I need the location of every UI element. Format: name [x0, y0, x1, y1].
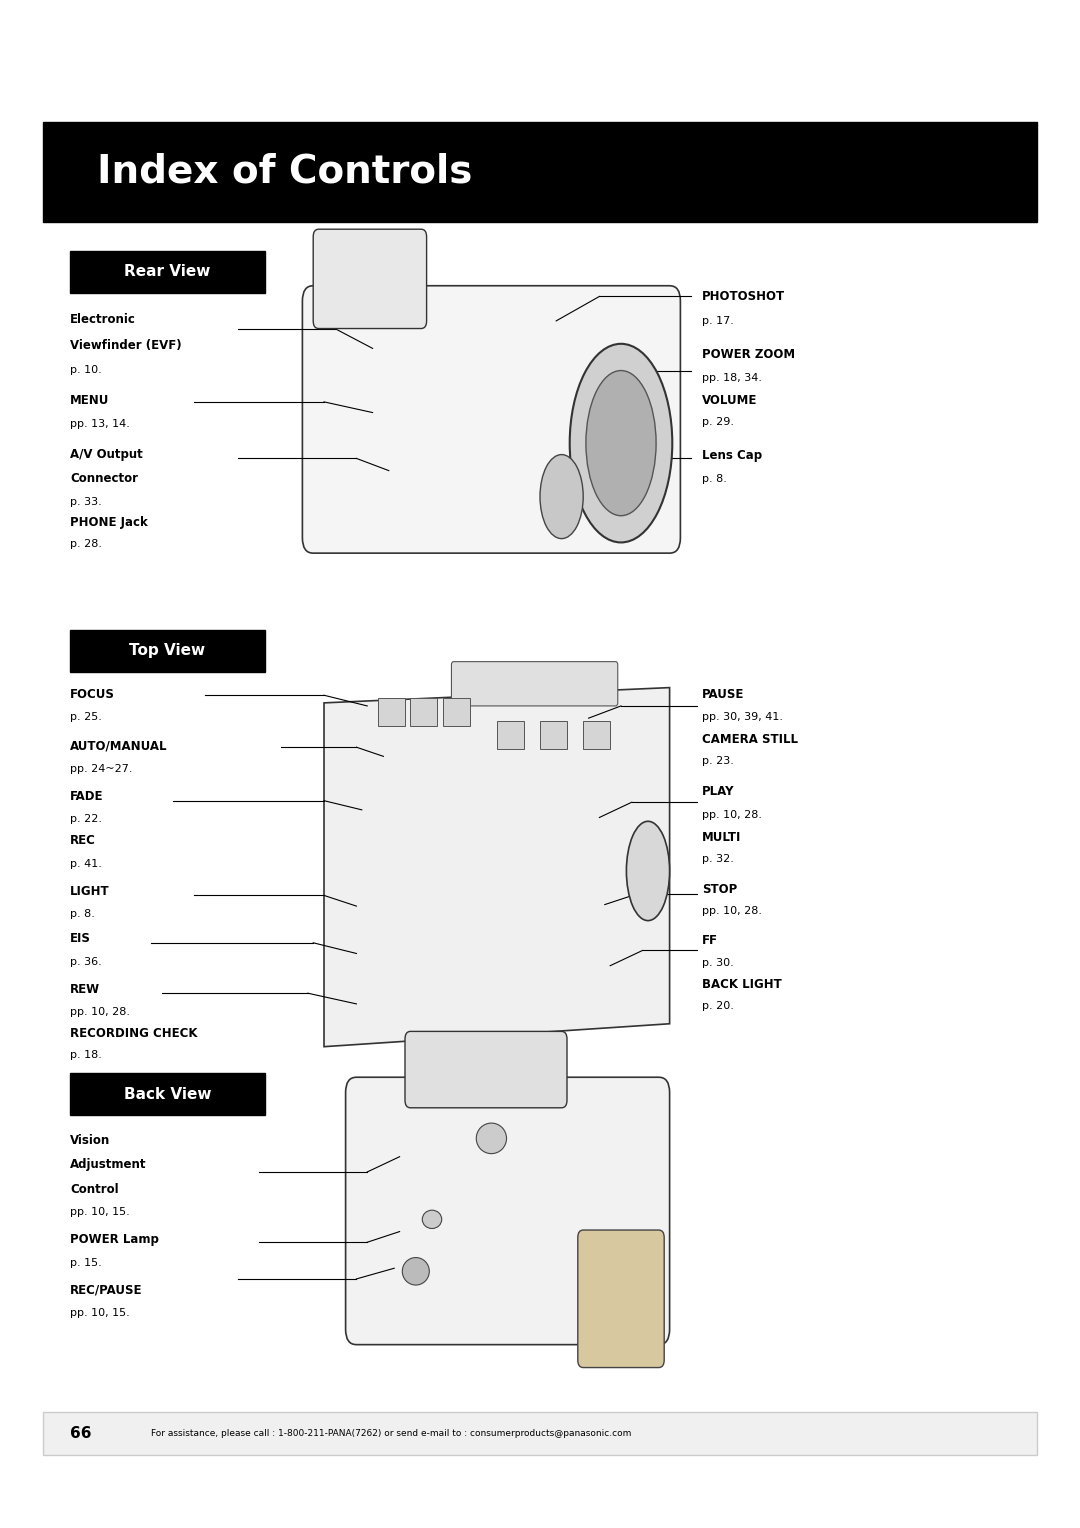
Text: p. 8.: p. 8. [70, 909, 95, 920]
Text: p. 30.: p. 30. [702, 958, 733, 969]
Bar [378, 698, 405, 726]
Text: REC: REC [70, 834, 96, 848]
Text: Control: Control [70, 1183, 119, 1196]
Text: Viewfinder (EVF): Viewfinder (EVF) [70, 339, 181, 353]
Text: Index of Controls: Index of Controls [97, 153, 473, 191]
Text: Adjustment: Adjustment [70, 1158, 147, 1172]
FancyBboxPatch shape [346, 1077, 670, 1345]
Text: pp. 30, 39, 41.: pp. 30, 39, 41. [702, 712, 783, 723]
Text: p. 33.: p. 33. [70, 497, 102, 507]
Text: pp. 13, 14.: pp. 13, 14. [70, 419, 130, 429]
Text: Top View: Top View [130, 643, 205, 659]
Ellipse shape [422, 1210, 442, 1229]
Text: BACK LIGHT: BACK LIGHT [702, 978, 782, 992]
Text: REW: REW [70, 983, 100, 996]
Text: p. 18.: p. 18. [70, 1050, 103, 1060]
Text: For assistance, please call : 1-800-211-PANA(7262) or send e-mail to : consumerp: For assistance, please call : 1-800-211-… [151, 1429, 632, 1438]
Text: p. 10.: p. 10. [70, 365, 102, 376]
Text: AUTO/MANUAL: AUTO/MANUAL [70, 740, 167, 753]
Text: pp. 10, 28.: pp. 10, 28. [70, 1007, 131, 1018]
Text: p. 36.: p. 36. [70, 957, 102, 967]
Bar [70, 630, 265, 672]
Text: pp. 10, 28.: pp. 10, 28. [702, 906, 762, 917]
Bar [70, 1073, 265, 1115]
Text: MULTI: MULTI [702, 831, 741, 845]
Text: POWER ZOOM: POWER ZOOM [702, 348, 795, 362]
FancyBboxPatch shape [451, 662, 618, 706]
Bar [497, 721, 524, 749]
Text: p. 8.: p. 8. [702, 474, 727, 484]
Bar [43, 122, 1037, 222]
FancyBboxPatch shape [313, 229, 427, 329]
Text: LIGHT: LIGHT [70, 885, 110, 898]
Text: pp. 10, 15.: pp. 10, 15. [70, 1207, 130, 1218]
Text: pp. 10, 28.: pp. 10, 28. [702, 810, 762, 821]
Bar [540, 721, 567, 749]
Ellipse shape [402, 1258, 430, 1285]
Ellipse shape [626, 822, 670, 920]
Text: FADE: FADE [70, 790, 104, 804]
Text: PHOTOSHOT: PHOTOSHOT [702, 290, 785, 304]
Text: p. 32.: p. 32. [702, 854, 734, 865]
Text: Rear View: Rear View [124, 264, 211, 280]
Ellipse shape [585, 371, 657, 516]
Text: FF: FF [702, 934, 718, 947]
Text: PLAY: PLAY [702, 785, 734, 799]
Bar [583, 721, 610, 749]
Text: VOLUME: VOLUME [702, 394, 757, 408]
Text: p. 28.: p. 28. [70, 539, 103, 550]
Text: p. 41.: p. 41. [70, 859, 103, 869]
Text: EIS: EIS [70, 932, 91, 946]
Text: p. 25.: p. 25. [70, 712, 103, 723]
Ellipse shape [570, 344, 672, 542]
Text: pp. 24~27.: pp. 24~27. [70, 764, 133, 775]
Text: STOP: STOP [702, 883, 738, 897]
Text: Back View: Back View [123, 1086, 212, 1102]
FancyBboxPatch shape [302, 286, 680, 553]
Bar [410, 698, 437, 726]
Text: pp. 18, 34.: pp. 18, 34. [702, 373, 762, 384]
Ellipse shape [476, 1123, 507, 1154]
Text: Connector: Connector [70, 472, 138, 486]
Text: PAUSE: PAUSE [702, 688, 744, 701]
Text: RECORDING CHECK: RECORDING CHECK [70, 1027, 198, 1041]
Polygon shape [324, 688, 670, 1047]
FancyBboxPatch shape [578, 1230, 664, 1368]
Text: FOCUS: FOCUS [70, 688, 116, 701]
Text: Lens Cap: Lens Cap [702, 449, 762, 463]
Text: p. 15.: p. 15. [70, 1258, 102, 1268]
Text: MENU: MENU [70, 394, 109, 408]
Text: p. 29.: p. 29. [702, 417, 734, 428]
Bar [70, 251, 265, 293]
Text: Vision: Vision [70, 1134, 110, 1148]
Text: CAMERA STILL: CAMERA STILL [702, 733, 798, 747]
Text: 66: 66 [70, 1426, 92, 1441]
Text: p. 23.: p. 23. [702, 756, 734, 767]
Text: A/V Output: A/V Output [70, 448, 143, 461]
Bar [43, 1412, 1037, 1455]
Text: p. 22.: p. 22. [70, 814, 103, 825]
FancyBboxPatch shape [405, 1031, 567, 1108]
Text: p. 20.: p. 20. [702, 1001, 734, 1012]
Text: p. 17.: p. 17. [702, 316, 734, 327]
Text: pp. 10, 15.: pp. 10, 15. [70, 1308, 130, 1319]
Text: POWER Lamp: POWER Lamp [70, 1233, 159, 1247]
Ellipse shape [540, 455, 583, 539]
Text: Electronic: Electronic [70, 313, 136, 327]
Text: PHONE Jack: PHONE Jack [70, 516, 148, 530]
Bar [443, 698, 470, 726]
Text: REC/PAUSE: REC/PAUSE [70, 1284, 143, 1297]
